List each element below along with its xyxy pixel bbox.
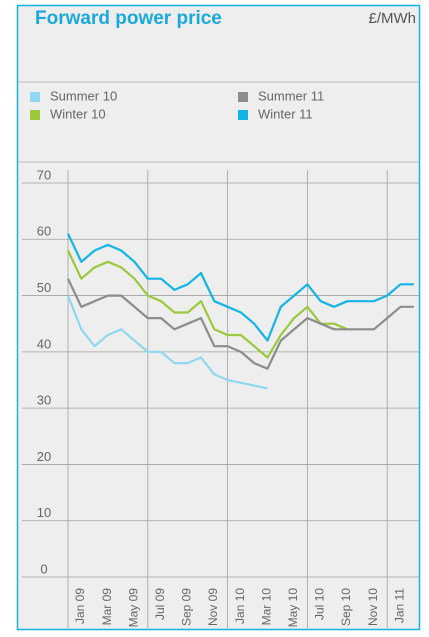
x-tick-label: Jan 11 [392,588,406,623]
y-tick-label: 60 [37,224,51,239]
series-line [66,295,268,390]
legend-swatch [238,110,248,120]
y-tick-label: 70 [37,167,51,182]
series-line [67,250,348,359]
chart-title: Forward power price [35,8,222,29]
y-tick-label: 30 [37,393,51,408]
x-tick-label: Nov 10 [366,588,380,626]
x-tick-label: Jul 10 [313,588,327,620]
x-tick-label: Jan 10 [233,588,247,624]
series-line [67,278,414,370]
legend-swatch [238,92,248,102]
x-tick-label: May 09 [126,588,140,628]
frame [16,4,421,631]
legend-label: Winter 11 [258,106,313,121]
legend-swatch [30,110,40,120]
x-tick-label: Nov 09 [206,588,220,626]
legend-label: Summer 10 [50,88,117,103]
unit-label: £/MWh [368,10,416,27]
legend-label: Winter 10 [50,106,106,121]
legend-label: Summer 11 [258,88,324,103]
x-tick-label: May 10 [286,588,300,628]
y-tick-label: 10 [37,505,51,520]
x-tick-label: Sep 10 [339,588,353,626]
y-tick-label: 20 [37,449,51,464]
y-tick-label: 40 [37,336,51,351]
y-tick-label: 0 [40,561,47,576]
x-tick-label: Mar 10 [259,588,273,626]
x-tick-label: Jan 09 [73,588,87,624]
series-line [67,233,414,342]
x-tick-label: Mar 09 [100,588,114,626]
x-tick-label: Jul 09 [153,588,167,620]
legend-swatch [30,92,40,102]
y-tick-label: 50 [37,280,51,295]
x-tick-label: Sep 09 [180,588,194,626]
